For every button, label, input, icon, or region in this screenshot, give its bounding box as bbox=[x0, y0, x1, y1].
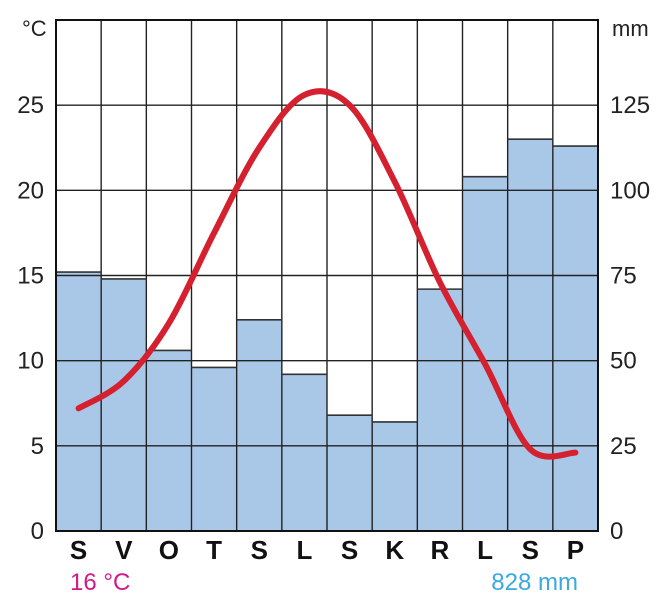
precipitation-bar bbox=[281, 374, 327, 531]
left-axis-unit: °C bbox=[22, 16, 47, 41]
month-label: R bbox=[431, 535, 450, 565]
precipitation-bar bbox=[191, 367, 237, 531]
annual-temperature-label: 16 °C bbox=[70, 569, 130, 596]
right-tick-label: 125 bbox=[610, 92, 650, 119]
right-tick-label: 25 bbox=[610, 433, 637, 460]
precipitation-bar bbox=[146, 350, 192, 531]
annual-precipitation-label: 828 mm bbox=[491, 569, 578, 596]
left-tick-label: 5 bbox=[31, 433, 44, 460]
month-label: T bbox=[206, 535, 222, 565]
right-tick-label: 0 bbox=[610, 518, 623, 545]
grid-lines bbox=[56, 20, 598, 531]
left-tick-label: 0 bbox=[31, 518, 44, 545]
right-tick-label: 100 bbox=[610, 177, 650, 204]
precipitation-bar bbox=[507, 139, 553, 531]
left-tick-label: 15 bbox=[17, 263, 44, 290]
month-label: S bbox=[251, 535, 268, 565]
right-axis-ticks: 0 25 50 75 100 125 bbox=[610, 92, 650, 545]
precipitation-bar bbox=[462, 176, 508, 531]
precipitation-bar bbox=[417, 289, 463, 531]
month-label: S bbox=[70, 535, 87, 565]
month-label: L bbox=[296, 535, 312, 565]
month-label: V bbox=[115, 535, 133, 565]
precipitation-bar bbox=[236, 319, 282, 531]
month-label: O bbox=[159, 535, 179, 565]
precipitation-bar bbox=[101, 278, 147, 531]
month-label: S bbox=[341, 535, 358, 565]
left-tick-label: 20 bbox=[17, 177, 44, 204]
precipitation-bar bbox=[552, 146, 598, 531]
left-tick-label: 10 bbox=[17, 348, 44, 375]
right-tick-label: 75 bbox=[610, 263, 637, 290]
month-label: L bbox=[477, 535, 493, 565]
right-tick-label: 50 bbox=[610, 348, 637, 375]
month-label: P bbox=[567, 535, 584, 565]
temperature-line bbox=[75, 88, 579, 460]
precipitation-bars bbox=[56, 139, 598, 531]
left-axis-ticks: 0 5 10 15 20 25 bbox=[17, 92, 44, 545]
plot-frame bbox=[55, 19, 599, 532]
month-label: K bbox=[385, 535, 404, 565]
month-label: S bbox=[522, 535, 539, 565]
precipitation-bar bbox=[372, 421, 418, 531]
right-axis-unit: mm bbox=[612, 16, 649, 41]
precipitation-bar bbox=[327, 415, 373, 531]
left-tick-label: 25 bbox=[17, 92, 44, 119]
